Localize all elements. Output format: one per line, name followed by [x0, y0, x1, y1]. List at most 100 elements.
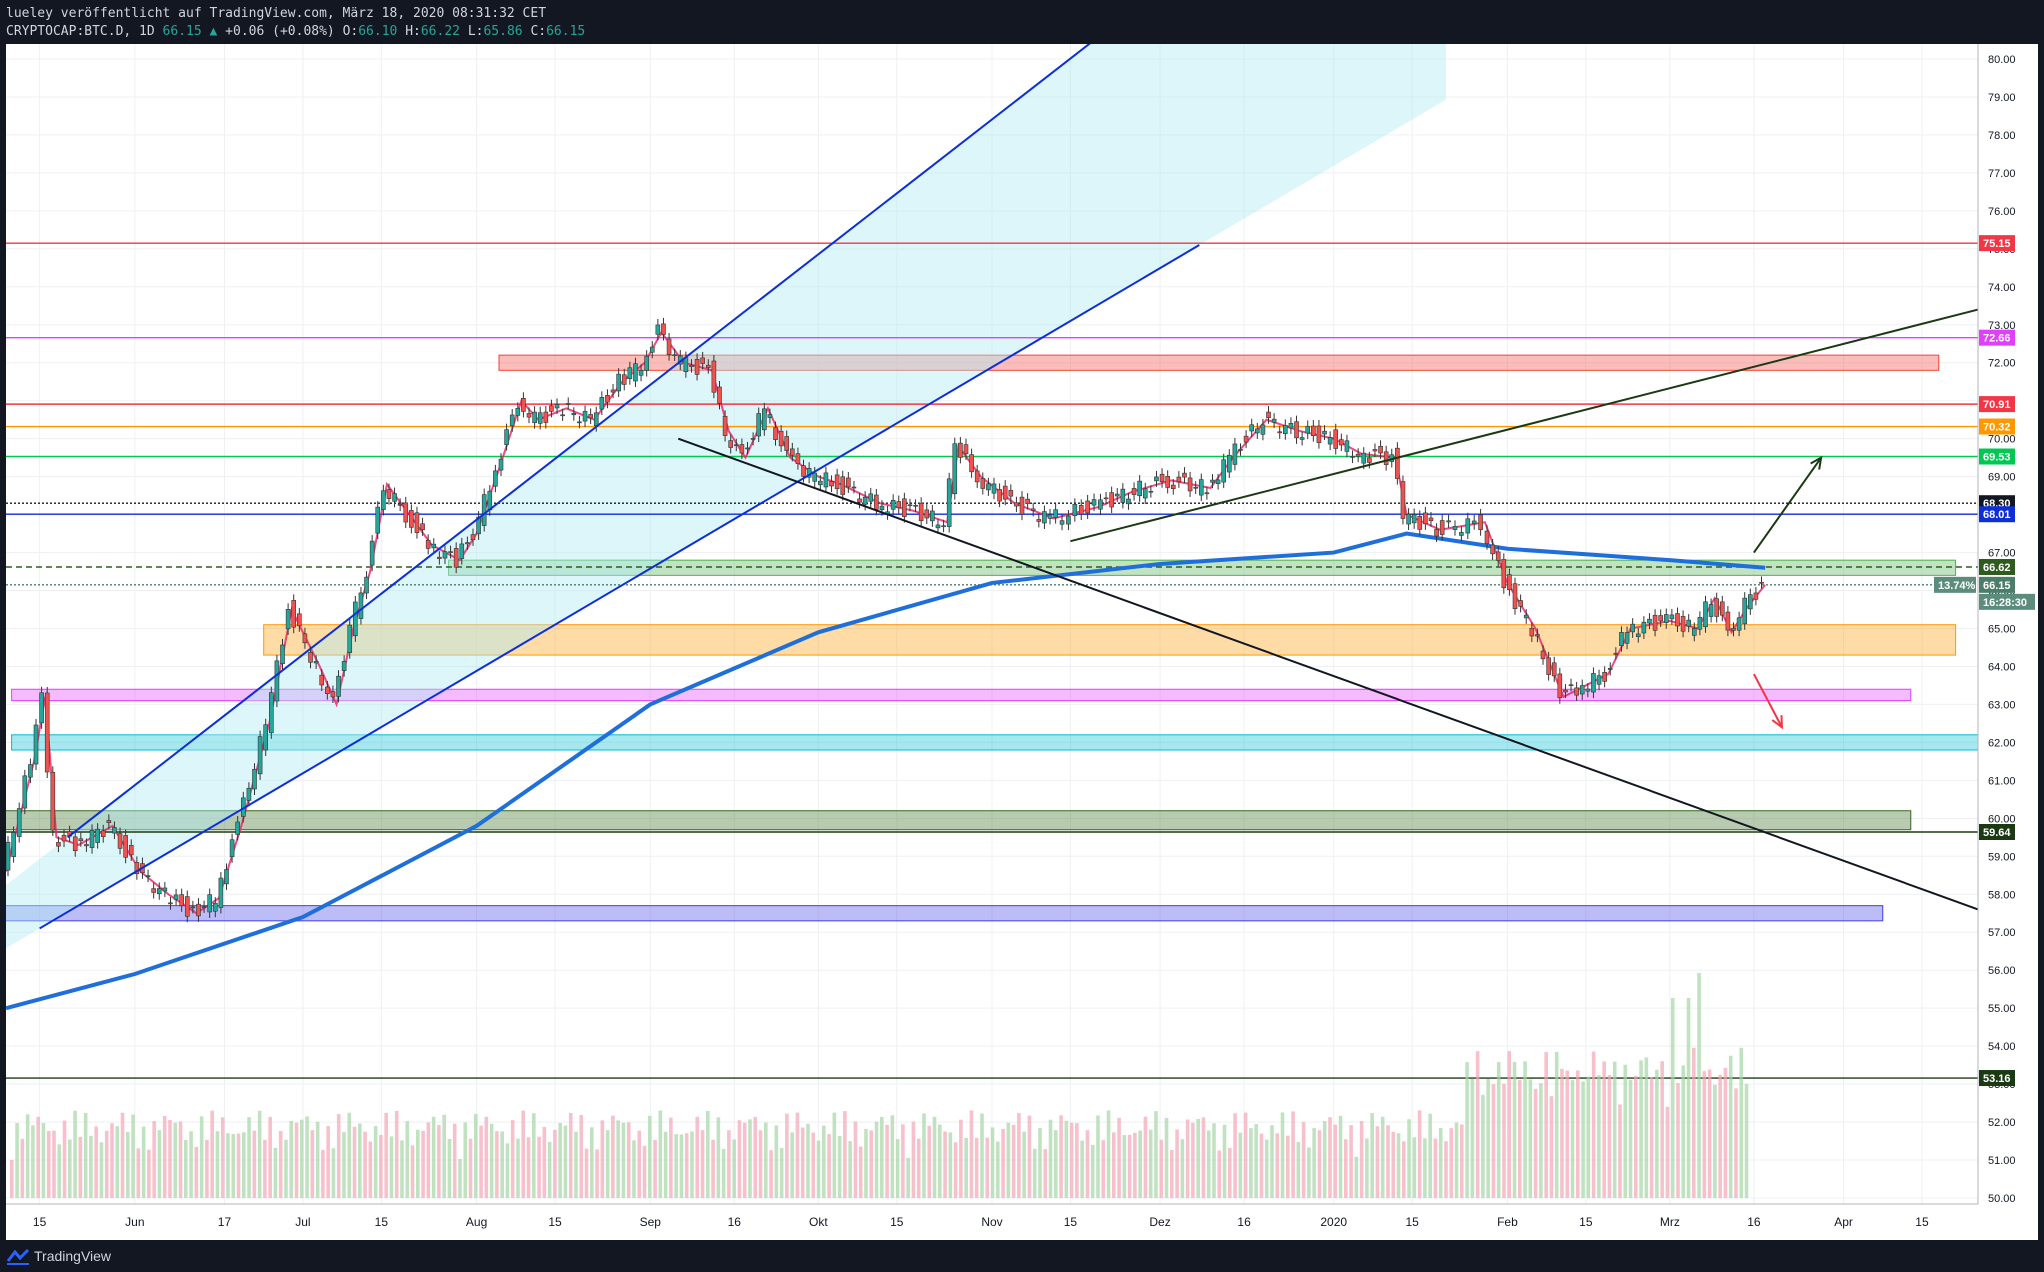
volume-bar [521, 1110, 526, 1198]
volume-bar [1570, 1080, 1575, 1198]
x-tick-label: Mrz [1660, 1215, 1680, 1229]
volume-bar [1286, 1135, 1290, 1198]
candle [1350, 456, 1355, 458]
volume-bar [658, 1110, 663, 1198]
volume-bar [895, 1139, 900, 1198]
candle [100, 830, 106, 837]
volume-bar [985, 1137, 990, 1198]
level-badge-label: 70.91 [1983, 399, 2011, 411]
volume-bar [379, 1134, 383, 1198]
candle [537, 412, 543, 424]
y-tick-label: 69.00 [1988, 472, 2016, 484]
volume-bar [574, 1131, 578, 1198]
x-tick-label: Dez [1149, 1215, 1170, 1229]
volume-bar [178, 1121, 183, 1198]
zone-rect [11, 688, 1912, 702]
volume-bar [1080, 1140, 1084, 1198]
y-tick-label: 73.00 [1988, 320, 2016, 332]
candle [582, 411, 588, 422]
volume-bar [1011, 1124, 1016, 1198]
candle [1680, 616, 1686, 632]
candle [1395, 447, 1400, 479]
ma200-line [6, 531, 1766, 1011]
candle [633, 363, 638, 382]
candle [1091, 499, 1097, 506]
candle [750, 438, 756, 440]
volume-bar [1243, 1112, 1248, 1198]
zone-rect [6, 810, 1912, 831]
candle [1563, 689, 1568, 693]
candle [1025, 498, 1030, 504]
candle [1367, 457, 1372, 463]
candle [991, 483, 997, 494]
volume-bar [1496, 1062, 1501, 1198]
volume-bar [785, 1113, 789, 1198]
volume-bar [1096, 1115, 1100, 1198]
candle [386, 489, 392, 499]
volume-bar [1586, 1076, 1591, 1198]
volume-bar [1017, 1113, 1021, 1198]
volume-bar [948, 1132, 953, 1198]
tradingview-brand[interactable]: TradingView [34, 1248, 112, 1264]
chart-pane[interactable]: 50.0051.0052.0053.0054.0055.0056.0057.00… [6, 44, 2038, 1240]
candle [1658, 615, 1663, 622]
candle [1053, 509, 1058, 518]
volume-bar [769, 1150, 773, 1198]
volume-bar [706, 1110, 710, 1198]
volume-bar [1222, 1124, 1227, 1198]
volume-bar [431, 1116, 436, 1198]
volume-bar [1597, 1075, 1601, 1198]
x-tick-label: 15 [1064, 1215, 1078, 1229]
candle [453, 548, 459, 568]
candle [627, 367, 633, 379]
symbol-name[interactable]: CRYPTOCAP:BTC.D, 1D [6, 24, 155, 39]
tradingview-logo-icon[interactable] [6, 1247, 30, 1265]
volume-bar [1533, 1088, 1538, 1198]
x-tick-label: Nov [981, 1215, 1002, 1229]
candle [649, 346, 655, 353]
level-badge-label: 72.66 [1983, 333, 2011, 345]
candle [1434, 528, 1439, 537]
volume-bar [1602, 1061, 1606, 1198]
price-chart[interactable]: 50.0051.0052.0053.0054.0055.0056.0057.00… [6, 44, 2038, 1240]
volume-bar [1180, 1139, 1185, 1198]
trendline [1070, 308, 1979, 543]
candle [565, 403, 571, 405]
price-axis-bg [1978, 44, 2038, 1240]
volume-bar [901, 1124, 905, 1198]
candle [1109, 492, 1114, 508]
candle [117, 833, 123, 849]
volume-bar [684, 1133, 689, 1198]
candle [1624, 632, 1630, 644]
candle [1512, 583, 1518, 610]
volume-bar [716, 1117, 721, 1198]
arrow-line [1753, 673, 1783, 728]
volume-bar [1032, 1148, 1037, 1198]
volume-bar [300, 1119, 304, 1198]
volume-bar [1307, 1147, 1311, 1198]
candle [1215, 479, 1221, 484]
volume-bar [827, 1134, 831, 1198]
volume-bar [1744, 1083, 1749, 1198]
volume-bar [205, 1139, 209, 1198]
candle [1529, 627, 1535, 637]
volume-bar [1201, 1117, 1206, 1198]
volume-bar [1518, 1079, 1522, 1198]
candle [123, 835, 128, 858]
volume-bar [969, 1110, 974, 1198]
candle [1607, 668, 1613, 670]
candle [302, 633, 308, 644]
candle [509, 414, 515, 427]
candle [381, 490, 386, 510]
volume-bar [1739, 1047, 1744, 1198]
candle [207, 894, 212, 913]
y-tick-label: 61.00 [1988, 775, 2016, 787]
candle [89, 830, 95, 849]
volume-bar [31, 1125, 35, 1198]
candle [784, 436, 790, 451]
candle [1187, 477, 1193, 492]
volume-bar [579, 1115, 584, 1198]
volume-bar [547, 1141, 552, 1198]
candle [974, 470, 980, 483]
candle [493, 470, 498, 487]
